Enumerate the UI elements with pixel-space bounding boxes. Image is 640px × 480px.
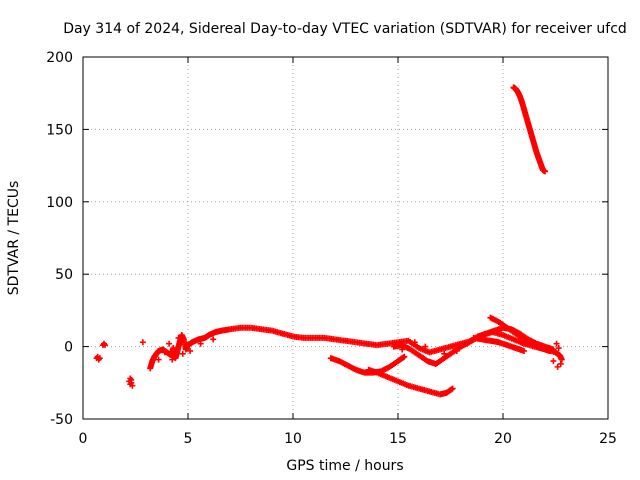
data-point-scatter-cluster: [555, 345, 562, 352]
data-point-scatter-cluster: [553, 340, 560, 347]
data-point-scatter-cluster: [175, 334, 182, 341]
data-point-isolated-a: [96, 355, 103, 362]
x-tick-label: 10: [284, 431, 302, 447]
data-point-scatter-cluster: [179, 350, 186, 357]
data-point-scatter-cluster: [166, 340, 173, 347]
y-tick-label: 150: [46, 122, 73, 138]
data-point-main-arc: [558, 356, 565, 363]
data-point-crossing-b: [546, 347, 553, 354]
x-axis-title: GPS time / hours: [286, 458, 403, 474]
data-point-scatter-cluster: [422, 343, 429, 350]
x-tick-label: 25: [599, 431, 617, 447]
x-tick-label: 0: [79, 431, 88, 447]
data-point-scatter-cluster: [161, 349, 168, 356]
data-point-scatter-cluster: [557, 360, 564, 367]
data-point-scatter-cluster: [187, 347, 194, 354]
data-point-isolated-c: [128, 379, 135, 386]
x-tick-label: 15: [389, 431, 407, 447]
data-point-scatter-cluster: [210, 336, 217, 343]
data-point-scatter-cluster: [169, 356, 176, 363]
data-point-crossing-a: [550, 346, 557, 353]
chart-title: Day 314 of 2024, Sidereal Day-to-day VTE…: [63, 21, 627, 37]
y-tick-label: 50: [55, 267, 73, 283]
data-point-scatter-cluster: [550, 358, 557, 365]
data-point-isolated-c: [127, 375, 134, 382]
y-axis-title: SDTVAR / TECUs: [6, 181, 22, 296]
data-point-scatter-cluster: [155, 356, 162, 363]
y-tick-label: 0: [64, 340, 73, 356]
y-tick-label: 100: [46, 195, 73, 211]
grid-lines: [83, 57, 608, 419]
data-point-isolated-d: [139, 339, 146, 346]
x-tick-label: 5: [184, 431, 193, 447]
data-points: [93, 84, 565, 398]
y-tick-label: 200: [46, 50, 73, 66]
data-point-crossing-c: [521, 347, 527, 354]
y-tick-label: -50: [50, 412, 73, 428]
data-point-isolated-c: [129, 382, 136, 389]
data-point-high-branch: [542, 168, 548, 175]
data-point-isolated-b: [102, 342, 109, 349]
data-point-lower-descent: [449, 385, 456, 392]
data-point-scatter-cluster: [197, 340, 204, 347]
data-point-scatter-cluster: [411, 339, 418, 346]
data-point-lower-dip: [401, 353, 408, 360]
plot-frame: [82, 56, 609, 420]
data-point-scatter-cluster: [554, 363, 561, 370]
x-tick-label: 20: [494, 431, 512, 447]
